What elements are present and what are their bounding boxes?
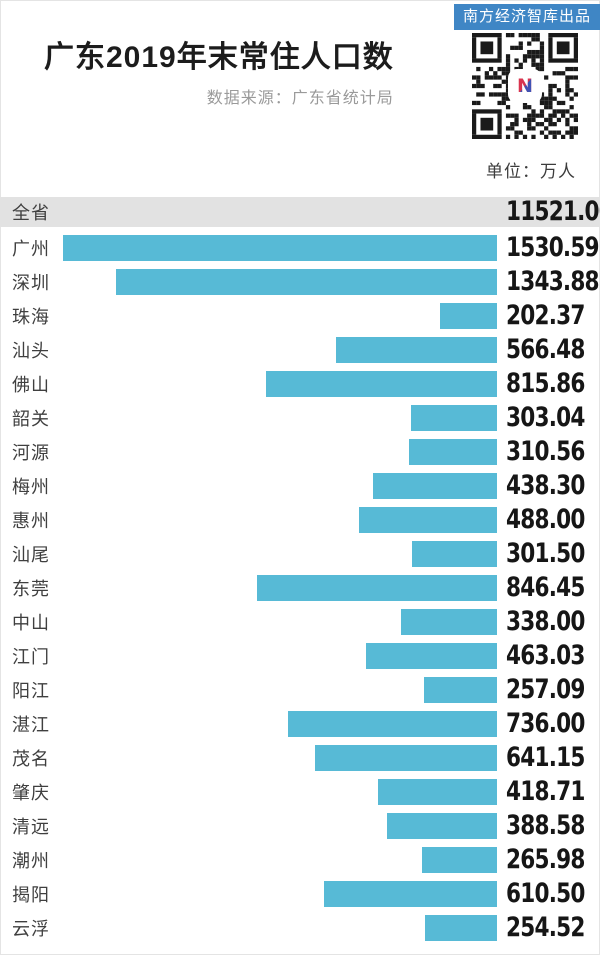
bar <box>425 915 497 941</box>
bar <box>315 745 497 771</box>
city-label: 河源 <box>12 443 50 463</box>
value-label: 736.00 <box>506 707 585 739</box>
unit-label: 单位：万人 <box>486 162 576 181</box>
chart-row: 肇庆 418.71 <box>0 775 600 809</box>
bar <box>366 643 497 669</box>
value-label: 303.04 <box>506 401 585 433</box>
chart-row: 珠海 202.37 <box>0 299 600 333</box>
city-label: 清远 <box>12 817 50 837</box>
bar <box>336 337 497 363</box>
city-label: 云浮 <box>12 919 50 939</box>
total-value: 11521.00 <box>506 195 600 227</box>
data-source-note: 数据来源：广东省统计局 <box>206 90 394 107</box>
city-label: 珠海 <box>12 307 50 327</box>
city-label: 惠州 <box>12 511 50 531</box>
chart-row: 云浮 254.52 <box>0 911 600 945</box>
bar <box>63 235 497 261</box>
chart-row: 东莞 846.45 <box>0 571 600 605</box>
city-label: 湛江 <box>12 715 50 735</box>
value-label: 463.03 <box>506 639 585 671</box>
city-label: 阳江 <box>12 681 50 701</box>
chart-row: 清远 388.58 <box>0 809 600 843</box>
value-label: 846.45 <box>506 571 585 603</box>
chart-row: 潮州 265.98 <box>0 843 600 877</box>
value-label: 257.09 <box>506 673 585 705</box>
city-label: 潮州 <box>12 851 50 871</box>
city-label: 江门 <box>12 647 50 667</box>
chart-row: 汕尾 301.50 <box>0 537 600 571</box>
bar <box>424 677 497 703</box>
city-label: 东莞 <box>12 579 50 599</box>
total-label: 全省 <box>12 203 50 223</box>
chart-row: 河源 310.56 <box>0 435 600 469</box>
chart-row: 茂名 641.15 <box>0 741 600 775</box>
chart-row: 揭阳 610.50 <box>0 877 600 911</box>
value-label: 310.56 <box>506 435 585 467</box>
bar <box>387 813 497 839</box>
bar <box>378 779 497 805</box>
logo-letter-red: N <box>517 74 533 97</box>
value-label: 488.00 <box>506 503 585 535</box>
chart-row: 广州 1530.59 <box>0 231 600 265</box>
bar <box>324 881 497 907</box>
chart-row: 梅州 438.30 <box>0 469 600 503</box>
chart-row: 江门 463.03 <box>0 639 600 673</box>
bar <box>116 269 497 295</box>
chart-rows: 广州 1530.59 深圳 1343.88 珠海 202.37 汕头 566.4… <box>0 231 600 945</box>
chart-row: 佛山 815.86 <box>0 367 600 401</box>
value-label: 610.50 <box>506 877 585 909</box>
city-label: 深圳 <box>12 273 50 293</box>
value-label: 338.00 <box>506 605 585 637</box>
value-label: 265.98 <box>506 843 585 875</box>
bar <box>412 541 497 567</box>
city-label: 茂名 <box>12 749 50 769</box>
value-label: 1530.59 <box>506 231 600 263</box>
chart-row: 中山 338.00 <box>0 605 600 639</box>
chart-row: 韶关 303.04 <box>0 401 600 435</box>
value-label: 641.15 <box>506 741 585 773</box>
city-label: 广州 <box>12 239 50 259</box>
bar <box>422 847 497 873</box>
city-label: 梅州 <box>12 477 50 497</box>
value-label: 301.50 <box>506 537 585 569</box>
city-label: 汕尾 <box>12 545 50 565</box>
bar <box>257 575 497 601</box>
chart-row: 汕头 566.48 <box>0 333 600 367</box>
bar <box>288 711 497 737</box>
value-label: 254.52 <box>506 911 585 943</box>
bar <box>409 439 497 465</box>
value-label: 388.58 <box>506 809 585 841</box>
value-label: 815.86 <box>506 367 585 399</box>
city-label: 揭阳 <box>12 885 50 905</box>
chart-row: 惠州 488.00 <box>0 503 600 537</box>
qr-pattern <box>472 33 578 139</box>
page-title: 广东2019年末常住人口数 <box>44 41 394 74</box>
chart-row: 深圳 1343.88 <box>0 265 600 299</box>
city-label: 中山 <box>12 613 50 633</box>
value-label: 418.71 <box>506 775 585 807</box>
value-label: 202.37 <box>506 299 585 331</box>
title-block: 广东2019年末常住人口数 数据来源：广东省统计局 <box>44 42 394 108</box>
bar <box>440 303 497 329</box>
city-label: 汕头 <box>12 341 50 361</box>
value-label: 566.48 <box>506 333 585 365</box>
chart-row: 湛江 736.00 <box>0 707 600 741</box>
value-label: 438.30 <box>506 469 585 501</box>
bar <box>373 473 497 499</box>
city-label: 肇庆 <box>12 783 50 803</box>
chart-row: 阳江 257.09 <box>0 673 600 707</box>
city-label: 韶关 <box>12 409 50 429</box>
value-label: 1343.88 <box>506 265 600 297</box>
bar <box>266 371 497 397</box>
city-label: 佛山 <box>12 375 50 395</box>
total-row: 全省 11521.00 <box>0 195 600 227</box>
bar <box>359 507 497 533</box>
publisher-badge: 南方经济智库出品 <box>453 4 600 30</box>
bar <box>411 405 497 431</box>
bar <box>401 609 497 635</box>
